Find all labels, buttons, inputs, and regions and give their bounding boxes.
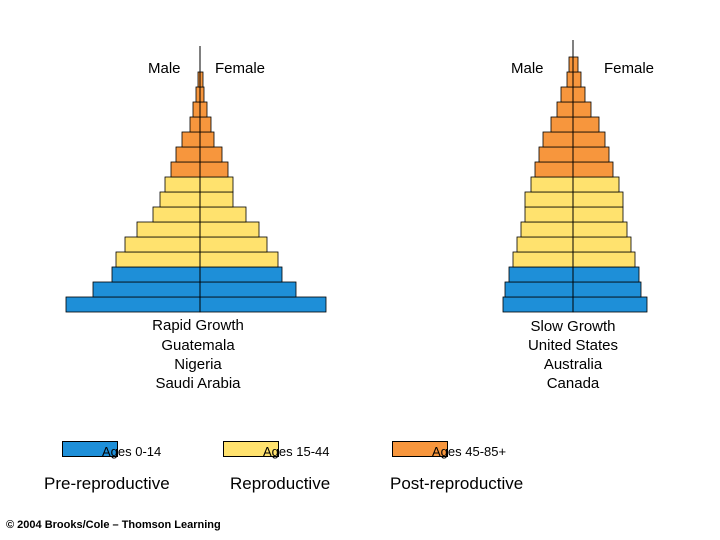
pyramid-1-male-bar (181, 131, 201, 148)
pyramid-2-female-bar (572, 251, 636, 268)
pyramid-1-female-bar (199, 116, 212, 133)
pyramid-2-female-bar (572, 266, 640, 283)
pyramid-1-male-bar (92, 281, 201, 298)
pyramid-1-female-bar (199, 281, 297, 298)
pyramid-2-male-bar (524, 206, 574, 223)
pyramid-2-female-bar (572, 86, 586, 103)
pyramid-2-female-bar (572, 176, 620, 193)
pyramid-2-male-bar (560, 86, 574, 103)
pyramid-1-female-bar (199, 131, 215, 148)
pyramid-2-female-label: Female (604, 60, 655, 77)
legend-swatch-pre (62, 441, 118, 457)
pyramid-1-female-label: Female (215, 60, 266, 77)
pyramid-1-country: Saudi Arabia (155, 375, 241, 392)
pyramid-1-male-label: Male (148, 60, 181, 77)
pyramid-1-male-bar (159, 191, 201, 208)
pyramid-1-male-bar (170, 161, 201, 178)
pyramid-1-male-bar (192, 101, 201, 118)
pyramid-1-male-bar (124, 236, 201, 253)
pyramid-2-male-bar (508, 266, 574, 283)
pyramid-2-male-bar (568, 56, 574, 73)
pyramid-2-male-bar (504, 281, 574, 298)
pyramid-1-country: Nigeria (174, 356, 222, 373)
pyramid-2-female-bar (572, 281, 642, 298)
pyramid-2-male-bar (550, 116, 574, 133)
pyramid-2-title: Slow Growth (530, 318, 616, 335)
pyramid-1-female-bar (199, 161, 229, 178)
pyramid-1-female-bar (199, 191, 234, 208)
pyramid-2-female-bar (572, 221, 628, 238)
legend-swatch-post (392, 441, 448, 457)
category-pre-reproductive: Pre-reproductive (44, 474, 170, 493)
pyramid-1-female-bar (199, 101, 208, 118)
pyramid-1-country: Guatemala (161, 337, 235, 354)
pyramid-2-female-bar (572, 236, 632, 253)
pyramid-1-male-bar (164, 176, 201, 193)
pyramid-2-country: Australia (543, 356, 603, 373)
pyramid-2-male-bar (502, 296, 574, 313)
pyramid-2-male-bar (516, 236, 574, 253)
pyramid-2-male-bar (542, 131, 574, 148)
pyramid-1-title: Rapid Growth (152, 317, 244, 334)
category-post-reproductive: Post-reproductive (390, 474, 524, 493)
pyramid-1 (65, 46, 327, 313)
category-reproductive: Reproductive (230, 474, 331, 493)
copyright-notice: © 2004 Brooks/Cole – Thomson Learning (6, 519, 221, 531)
pyramid-2-country: Canada (546, 375, 600, 392)
pyramid-2-female-bar (572, 71, 582, 88)
pyramid-2-female-bar (572, 146, 610, 163)
pyramid-1-female-bar (199, 146, 223, 163)
legend-swatch-repro (223, 441, 279, 457)
pyramid-1-female-bar (199, 86, 205, 103)
pyramid-2-female-bar (572, 296, 648, 313)
pyramid-1-male-bar (189, 116, 201, 133)
pyramid-1-female-bar (199, 221, 260, 238)
pyramid-1-female-bar (199, 176, 234, 193)
pyramid-1-male-bar (152, 206, 201, 223)
pyramid-2-female-bar (572, 191, 624, 208)
legend-label-post: Ages 45-85+ (432, 444, 507, 459)
pyramid-2-female-bar (572, 206, 624, 223)
legend-label-repro: Ages 15-44 (263, 444, 330, 459)
pyramid-2-male-label: Male (511, 60, 544, 77)
pyramid-2-male-bar (534, 161, 574, 178)
pyramid-1-male-bar (136, 221, 201, 238)
pyramid-1-male-bar (195, 86, 201, 103)
pyramid-1-male-bar (175, 146, 201, 163)
pyramid-2-male-bar (520, 221, 574, 238)
pyramid-1-countries: Guatemala Nigeria Saudi Arabia (118, 336, 278, 393)
pyramid-2-country: United States (527, 337, 619, 354)
pyramid-2-female-bar (572, 161, 614, 178)
pyramid-1-male-bar (65, 296, 201, 313)
pyramid-1-female-bar (199, 236, 268, 253)
pyramid-2-female-bar (572, 116, 600, 133)
pyramid-2-female-bar (572, 131, 606, 148)
pyramid-2-female-bar (572, 56, 579, 73)
pyramid-1-male-bar (115, 251, 201, 268)
pyramid-2-male-bar (530, 176, 574, 193)
pyramid-1-female-bar (199, 251, 279, 268)
pyramid-1-female-bar (199, 266, 283, 283)
pyramid-2-male-bar (556, 101, 574, 118)
legend-label-pre: Ages 0-14 (102, 444, 162, 459)
pyramid-2-male-bar (524, 191, 574, 208)
pyramid-1-female-bar (199, 296, 327, 313)
pyramid-2-female-bar (572, 101, 592, 118)
pyramid-1-female-bar (199, 206, 247, 223)
pyramid-2 (502, 40, 648, 313)
pyramid-2-countries: United States Australia Canada (493, 336, 653, 393)
pyramid-1-male-bar (111, 266, 201, 283)
pyramid-2-male-bar (538, 146, 574, 163)
pyramid-2-male-bar (566, 71, 574, 88)
pyramid-2-male-bar (512, 251, 574, 268)
